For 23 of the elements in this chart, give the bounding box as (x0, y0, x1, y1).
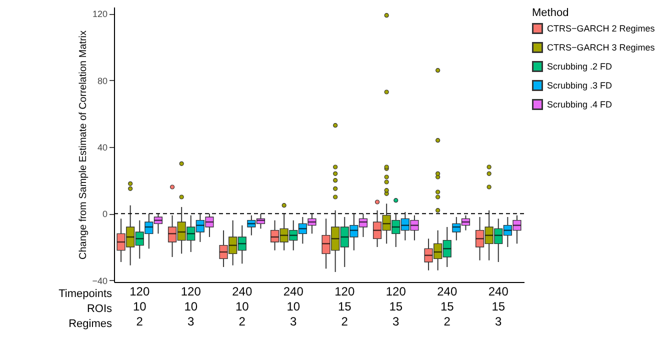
x-tick-label: 240 10 3 (283, 284, 304, 328)
x-tick-label: 240 15 3 (488, 284, 509, 328)
text: ROIs (86, 303, 112, 315)
legend-label: CTRS−GARCH 3 Regimes (547, 42, 655, 52)
y-tick-label: 40 (97, 142, 108, 152)
x-tick-label: 120 10 3 (180, 284, 202, 328)
legend-label: Scrubbing .3 FD (547, 80, 613, 90)
y-tick-label: 0 (102, 209, 108, 220)
x-tick-label: 120 10 2 (130, 284, 150, 328)
x-tick-label: 120 15 2 (334, 284, 355, 328)
y-tick-label: 120 (92, 9, 108, 20)
legend-title: Method (532, 7, 569, 19)
y-tick-label: −40 (92, 276, 108, 286)
text: Timepoints (58, 288, 112, 300)
legend-label: CTRS−GARCH 2 Regimes (547, 24, 655, 34)
y-tick-label: 80 (97, 76, 108, 86)
x-tick-label: 240 10 2 (232, 284, 252, 328)
x-tick-label: 120 15 3 (386, 284, 406, 328)
legend-label: Scrubbing .2 FD (547, 62, 613, 72)
y-axis-title: Change from Sample Estimate of Correlation Matrix (78, 30, 90, 260)
legend-label: Scrubbing .4 FD (547, 100, 613, 110)
text: Regimes (68, 318, 112, 330)
x-tick-label: 240 15 2 (437, 284, 458, 328)
